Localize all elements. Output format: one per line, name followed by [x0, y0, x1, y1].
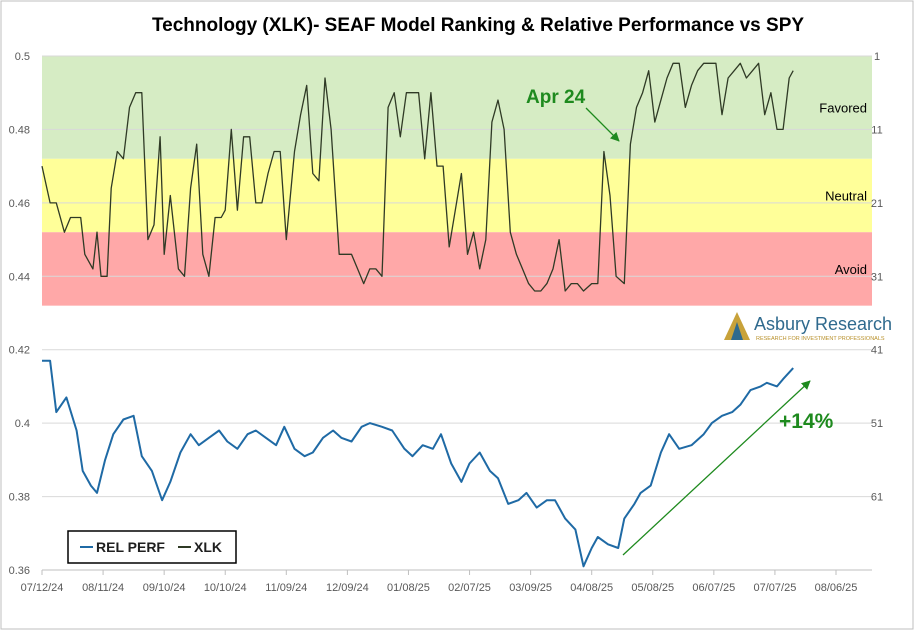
- x-tick-label: 11/09/24: [265, 582, 307, 594]
- annotation-gain-label: +14%: [779, 410, 834, 433]
- y-left-tick-label: 0.4: [15, 418, 30, 430]
- x-tick-label: 07/07/25: [754, 582, 797, 594]
- legend: REL PERF XLK: [67, 530, 237, 564]
- zone-label-favored: Favored: [819, 100, 867, 115]
- annotation-apr-24-arrow: [585, 107, 620, 142]
- y-left-tick-label: 0.42: [9, 345, 30, 357]
- y-right-tick-label: 51: [871, 418, 883, 430]
- xlk-rank-line: [41, 62, 794, 292]
- y-right-tick-label: 11: [871, 124, 882, 136]
- logo-mark-inner-icon: [731, 322, 743, 340]
- zone-label-neutral: Neutral: [825, 189, 867, 204]
- x-tick-label: 10/10/24: [204, 582, 247, 594]
- y-right-tick-label: 21: [871, 198, 883, 210]
- zone-band-favored: [42, 56, 872, 159]
- legend-label-xlk: XLK: [194, 539, 222, 555]
- y-left-tick-label: 0.5: [15, 51, 30, 63]
- x-tick-label: 01/08/25: [387, 582, 430, 594]
- logo-name: Asbury Research: [754, 314, 892, 334]
- x-tick-label: 12/09/24: [326, 582, 369, 594]
- x-tick-label: 03/09/25: [509, 582, 552, 594]
- annotation-gain-arrow: [622, 380, 811, 556]
- x-tick-label: 06/07/25: [692, 582, 735, 594]
- annotation-apr-24: Apr 24: [526, 87, 586, 108]
- y-left-tick-label: 0.38: [9, 492, 30, 504]
- y-right-tick-label: 61: [871, 492, 883, 504]
- y-right-tick-label: 41: [871, 345, 883, 357]
- x-tick-label: 02/07/25: [448, 582, 491, 594]
- y-right-tick-label: 31: [871, 271, 883, 283]
- legend-box: [67, 530, 237, 564]
- x-tick-label: 04/08/25: [570, 582, 613, 594]
- x-tick-label: 08/06/25: [815, 582, 858, 594]
- legend-label-rel-perf: REL PERF: [96, 539, 165, 555]
- rel-perf-line: [42, 359, 794, 568]
- chart-title: Technology (XLK)- SEAF Model Ranking & R…: [152, 15, 804, 36]
- y-right-tick-label: 1: [874, 51, 880, 63]
- x-tick-label: 09/10/24: [143, 582, 186, 594]
- y-left-tick-label: 0.46: [9, 198, 30, 210]
- y-left-tick-label: 0.48: [9, 124, 30, 136]
- asbury-logo: Asbury Research RESEARCH FOR INVESTMENT …: [724, 312, 892, 342]
- x-tick-label: 07/12/24: [21, 582, 64, 594]
- logo-tagline: RESEARCH FOR INVESTMENT PROFESSIONALS: [756, 336, 885, 342]
- zone-band-avoid: [42, 232, 872, 306]
- zone-label-avoid: Avoid: [835, 262, 867, 277]
- zone-band-neutral: [42, 158, 872, 233]
- y-left-tick-label: 0.44: [9, 271, 30, 283]
- y-left-tick-label: 0.36: [9, 565, 30, 577]
- x-tick-label: 05/08/25: [631, 582, 674, 594]
- x-tick-label: 08/11/24: [82, 582, 124, 594]
